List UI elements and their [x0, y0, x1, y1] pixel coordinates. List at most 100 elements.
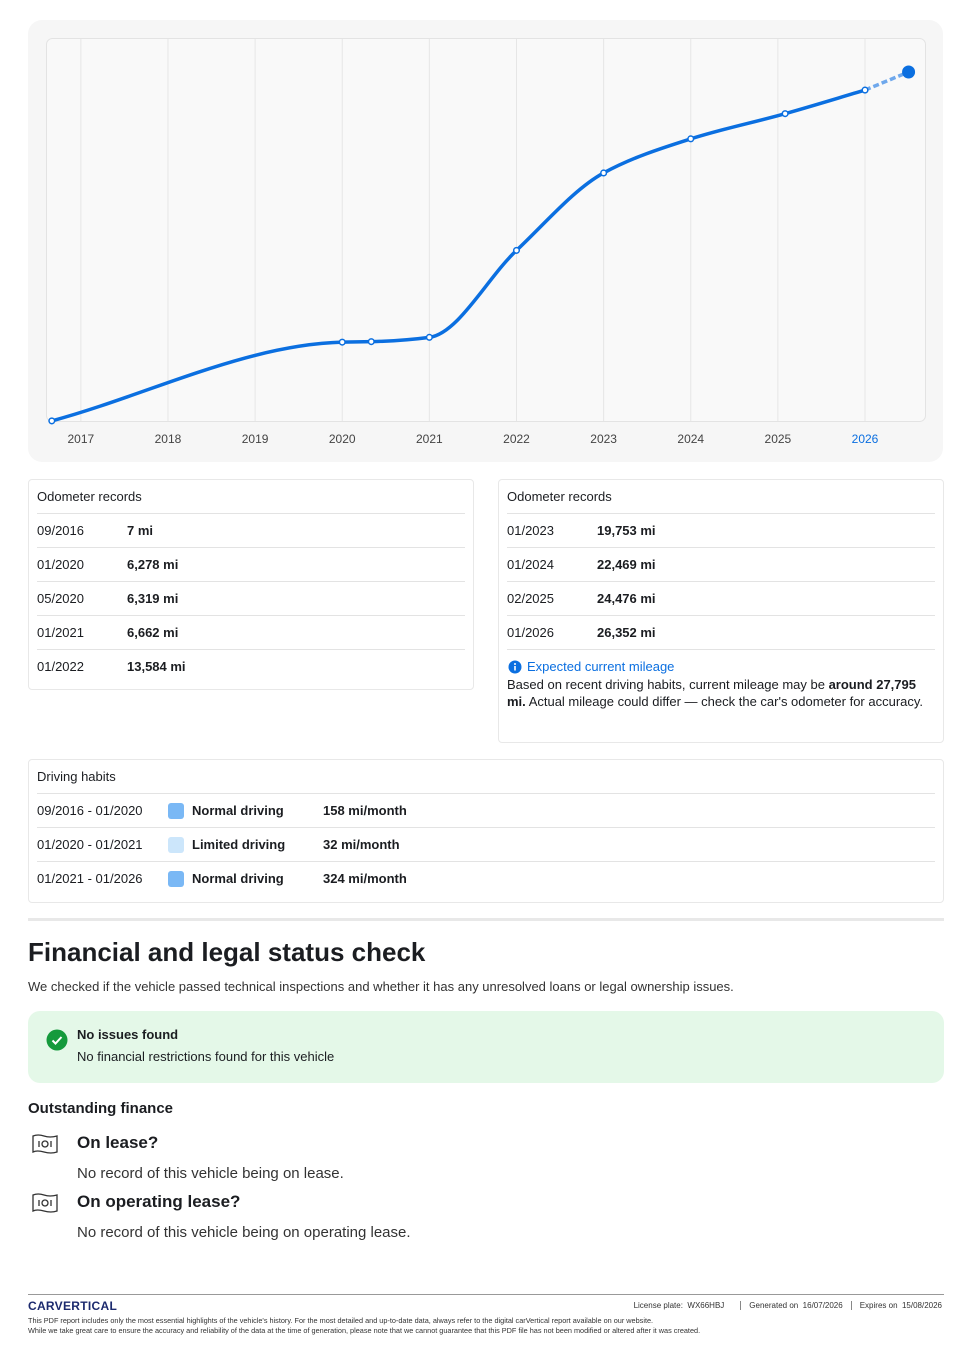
- check-icon: [46, 1029, 68, 1051]
- record-mileage: 24,476 mi: [597, 591, 656, 606]
- x-tick-label: 2019: [242, 432, 269, 446]
- x-tick-label: 2022: [503, 432, 530, 446]
- point: [600, 169, 608, 177]
- habit-type: Normal driving: [192, 871, 284, 886]
- record-date: 01/2024: [507, 557, 554, 572]
- point: [781, 110, 789, 118]
- status-box: No issues found No financial restriction…: [28, 1011, 944, 1083]
- record-date: 01/2021: [37, 625, 84, 640]
- habit-row: 01/2020 - 01/2021 Limited driving 32 mi/mo…: [37, 828, 935, 862]
- habit-row: 01/2021 - 01/2026 Normal driving 324 mi/mo…: [37, 862, 935, 895]
- x-tick-label: 2025: [765, 432, 792, 446]
- record-row: 02/2025 24,476 mi: [507, 582, 935, 616]
- record-date: 01/2026: [507, 625, 554, 640]
- habit-rate: 32 mi/month: [323, 837, 400, 852]
- record-date: 01/2023: [507, 523, 554, 538]
- record-row: 09/2016 7 mi: [37, 514, 465, 548]
- x-tick-label: 2021: [416, 432, 443, 446]
- record-mileage: 6,278 mi: [127, 557, 179, 572]
- estimate-point: [902, 65, 916, 79]
- record-row: 01/2023 19,753 mi: [507, 514, 935, 548]
- generated: Generated on 16/07/2026: [749, 1301, 843, 1310]
- records-card: Odometer records 09/2016 7 mi 01/2020 6,278…: [28, 479, 474, 690]
- x-tick-label: 2017: [67, 432, 94, 446]
- finance-item-title: On lease?: [77, 1133, 159, 1152]
- info-icon: [508, 660, 522, 674]
- record-date: 02/2025: [507, 591, 554, 606]
- habit-type: Limited driving: [192, 837, 286, 852]
- record-date: 01/2022: [37, 659, 84, 674]
- point: [425, 333, 433, 341]
- expected-title-row: Expected current mileage: [507, 650, 935, 683]
- finance-item-title: On operating lease?: [77, 1192, 241, 1211]
- record-row: 01/2020 6,278 mi: [37, 548, 465, 582]
- point: [687, 135, 695, 143]
- disclaimer: This PDF report includes only the most e…: [28, 1316, 700, 1336]
- text: Actual mileage could differ — check the …: [525, 693, 924, 709]
- subsection-title: Outstanding finance: [28, 1100, 174, 1117]
- expected-title: Expected current mileage: [527, 659, 675, 674]
- habit-rate: 158 mi/month: [323, 803, 407, 818]
- footer-line: [28, 1294, 944, 1295]
- estimate-line: [864, 70, 910, 92]
- point: [512, 246, 521, 254]
- plot-area: [46, 38, 926, 422]
- x-tick-label: 2018: [155, 432, 182, 446]
- card-title: Odometer records: [507, 480, 935, 514]
- habit-type: Normal driving: [192, 803, 284, 818]
- record-mileage: 19,753 mi: [597, 523, 656, 538]
- finance-item-text: No record of this vehicle being on opera…: [77, 1224, 411, 1241]
- habit-swatch: [168, 837, 184, 853]
- point: [861, 86, 869, 94]
- habit-swatch: [168, 871, 184, 887]
- habit-rate: 324 mi/month: [323, 871, 407, 886]
- record-mileage: 7 mi: [127, 523, 154, 538]
- record-mileage: 22,469 mi: [597, 557, 656, 572]
- record-mileage: 26,352 mi: [597, 625, 656, 640]
- disclaimer-line: While we take great care to ensure the a…: [28, 1326, 701, 1335]
- record-row: 01/2026 26,352 mi: [507, 616, 935, 649]
- text-bold: around 27,795 mi.: [507, 677, 916, 709]
- expires: Expires on 15/08/2026: [859, 1301, 942, 1310]
- point: [48, 417, 56, 425]
- point: [338, 338, 346, 346]
- text: Based on recent driving habits, current …: [507, 677, 829, 692]
- mileage-line: [51, 88, 866, 423]
- record-mileage: 6,319 mi: [127, 591, 179, 606]
- x-tick-label: 2024: [677, 432, 704, 446]
- point: [367, 338, 375, 346]
- record-row: 01/2024 22,469 mi: [507, 548, 935, 582]
- chart: 2017 2018 2019 2020 2021 2022 2023 2024 2025 2026: [28, 20, 943, 462]
- record-mileage: 6,662 mi: [127, 625, 179, 640]
- section-intro: We checked if the vehicle passed technic…: [28, 979, 734, 994]
- status-text: No financial restrictions found for this…: [77, 1049, 335, 1064]
- logo: CARVERTICAL: [28, 1299, 118, 1313]
- finance-icon: [32, 1134, 58, 1154]
- expected-text: Based on recent driving habits, current …: [507, 677, 935, 710]
- habit-swatch: [168, 803, 184, 819]
- card-title: Driving habits: [37, 760, 935, 794]
- habit-row: 09/2016 - 01/2020 Normal driving 158 mi/mo…: [37, 794, 935, 828]
- record-date: 01/2020: [37, 557, 84, 572]
- footer-meta: License plate: WX66HBJ Generated on 16/07…: [634, 1301, 942, 1310]
- habit-period: 01/2021 - 01/2026: [37, 871, 143, 886]
- x-tick-label: 2026: [852, 432, 879, 446]
- divider: [28, 918, 944, 921]
- record-row: 01/2022 13,584 mi: [37, 650, 465, 683]
- x-tick-label: 2023: [590, 432, 617, 446]
- disclaimer-line: This PDF report includes only the most e…: [28, 1316, 654, 1325]
- section-heading: Financial and legal status check: [28, 937, 426, 967]
- status-title: No issues found: [77, 1027, 179, 1042]
- finance-item-text: No record of this vehicle being on lease…: [77, 1165, 344, 1182]
- record-date: 09/2016: [37, 523, 84, 538]
- record-mileage: 13,584 mi: [127, 659, 186, 674]
- record-date: 05/2020: [37, 591, 84, 606]
- finance-icon: [32, 1193, 58, 1213]
- license: License plate: WX66HBJ: [633, 1301, 725, 1310]
- record-row: 05/2020 6,319 mi: [37, 582, 465, 616]
- habit-period: 09/2016 - 01/2020: [37, 803, 143, 818]
- record-row: 01/2021 6,662 mi: [37, 616, 465, 650]
- habits-card: Driving habits 09/2016 - 01/2020 Normal d…: [28, 759, 944, 903]
- records-card: Odometer records 01/2023 19,753 mi 01/2024…: [498, 479, 944, 743]
